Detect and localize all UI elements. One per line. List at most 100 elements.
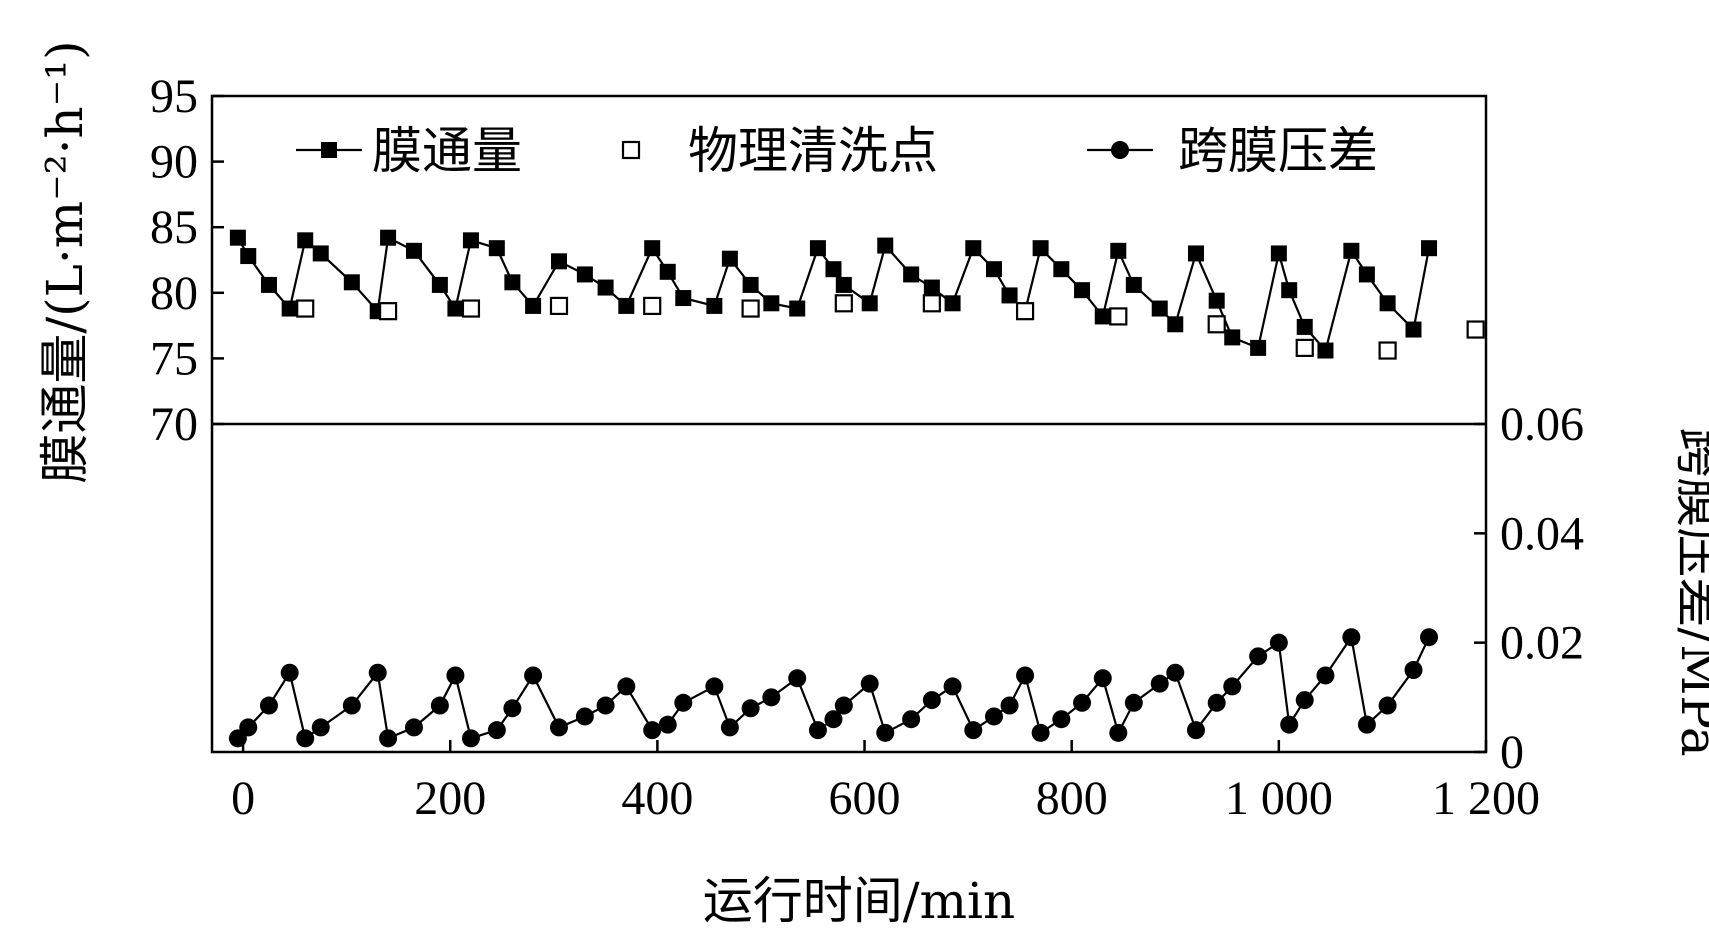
cleaning-point — [378, 302, 398, 321]
tmp-point — [430, 696, 449, 715]
x-tick-label: 1 200 — [1432, 772, 1540, 825]
tmp-point — [922, 691, 941, 710]
x-tick-label: 1 000 — [1225, 772, 1333, 825]
tmp-point — [1031, 723, 1050, 742]
flux-point — [763, 295, 780, 312]
y-right-tick-label: 0.06 — [1500, 398, 1584, 451]
tmp-point — [1295, 691, 1314, 710]
flux-point — [380, 229, 397, 246]
tmp-point — [674, 693, 693, 712]
cleaning-point — [549, 296, 569, 316]
tmp-point — [1249, 647, 1268, 666]
flux-point — [903, 266, 920, 283]
series-layer — [228, 229, 1485, 748]
x-tick-label: 200 — [414, 772, 486, 825]
flux-point — [281, 300, 298, 317]
flux-point — [229, 229, 246, 246]
flux-point — [1405, 321, 1422, 338]
tmp-point — [379, 729, 398, 748]
tmp-point — [1342, 628, 1361, 647]
legend: 膜通量 物理清洗点 跨膜压差 — [296, 122, 1378, 180]
tmp-point — [575, 707, 594, 726]
flux-point — [644, 240, 661, 257]
tmp-point — [741, 699, 760, 718]
flux-point — [431, 276, 448, 293]
tmp-point — [1269, 633, 1288, 652]
tmp-point — [259, 696, 278, 715]
tmp-point — [943, 677, 962, 696]
tmp-point — [280, 663, 299, 682]
tmp-point — [1378, 696, 1397, 715]
x-tick-label: 400 — [621, 772, 693, 825]
series-open-square — [296, 294, 1485, 360]
flux-point — [525, 297, 542, 314]
legend-marker-flux — [321, 142, 337, 158]
flux-point — [260, 276, 277, 293]
y-right-tick-label: 0 — [1500, 726, 1524, 779]
flux-point — [597, 279, 614, 296]
cleaning-point — [1378, 341, 1397, 360]
flux-point — [706, 297, 723, 314]
flux-point — [1125, 276, 1142, 293]
flux-point — [944, 295, 961, 312]
cleaning-point — [922, 294, 941, 313]
flux-point — [1270, 245, 1287, 262]
legend-label-flux: 膜通量 — [372, 122, 522, 180]
tmp-point — [1016, 666, 1035, 685]
flux-point — [1224, 329, 1241, 346]
series-filled-square — [229, 229, 1438, 359]
flux-point — [240, 248, 257, 265]
tmp-point — [1109, 723, 1128, 742]
y-left-tick-label: 90 — [150, 136, 198, 189]
legend-label-tmp: 跨膜压差 — [1178, 122, 1378, 180]
flux-point — [462, 232, 479, 249]
tmp-point — [1357, 715, 1376, 734]
flux-point — [721, 250, 738, 267]
plot-frame — [210, 94, 1488, 754]
tmp-point — [1316, 666, 1335, 685]
tmp-point — [1150, 674, 1169, 693]
tmp-point — [762, 688, 781, 707]
tmp-point — [1280, 715, 1299, 734]
tmp-point — [824, 710, 843, 729]
tmp-point — [1207, 693, 1226, 712]
x-tick-label: 0 — [231, 772, 255, 825]
flux-point — [923, 279, 940, 296]
tmp-point — [1052, 710, 1071, 729]
flux-point — [1053, 261, 1070, 278]
tmp-point — [1166, 663, 1185, 682]
tmp-point — [834, 696, 853, 715]
cleaning-point — [741, 299, 760, 318]
tmp-point — [1404, 661, 1423, 679]
legend-marker-cleaning — [621, 140, 641, 160]
flux-point — [965, 240, 982, 257]
tmp-point — [964, 721, 983, 740]
tmp-point — [503, 699, 522, 718]
x-tick-label: 600 — [829, 772, 901, 825]
cleaning-point — [643, 296, 662, 316]
tmp-point — [239, 718, 258, 737]
cleaning-point — [1109, 307, 1128, 326]
flux-point — [1281, 282, 1298, 299]
tmp-point — [549, 718, 568, 737]
flux-point — [742, 276, 759, 293]
flux-point — [576, 266, 593, 283]
flux-point — [1167, 316, 1184, 333]
axis-layer: 0 200 400 600 800 1 000 1 200 70 75 80 85 90 95 0 0.02… — [36, 40, 1709, 930]
flux-point — [447, 300, 464, 317]
flux-point — [1250, 339, 1267, 356]
flux-point — [1296, 318, 1313, 335]
tmp-point — [705, 677, 724, 696]
flux-point — [504, 274, 521, 291]
y-left-tick-label: 80 — [150, 267, 198, 320]
flux-point — [1358, 266, 1375, 283]
tmp-point — [876, 723, 895, 742]
flux-point — [1317, 342, 1334, 359]
tmp-point — [643, 721, 662, 740]
tmp-point — [788, 669, 807, 688]
flux-point — [986, 261, 1003, 278]
tmp-point — [368, 663, 387, 682]
tmp-point — [524, 666, 543, 685]
y-right-tick-label: 0.02 — [1500, 617, 1584, 670]
